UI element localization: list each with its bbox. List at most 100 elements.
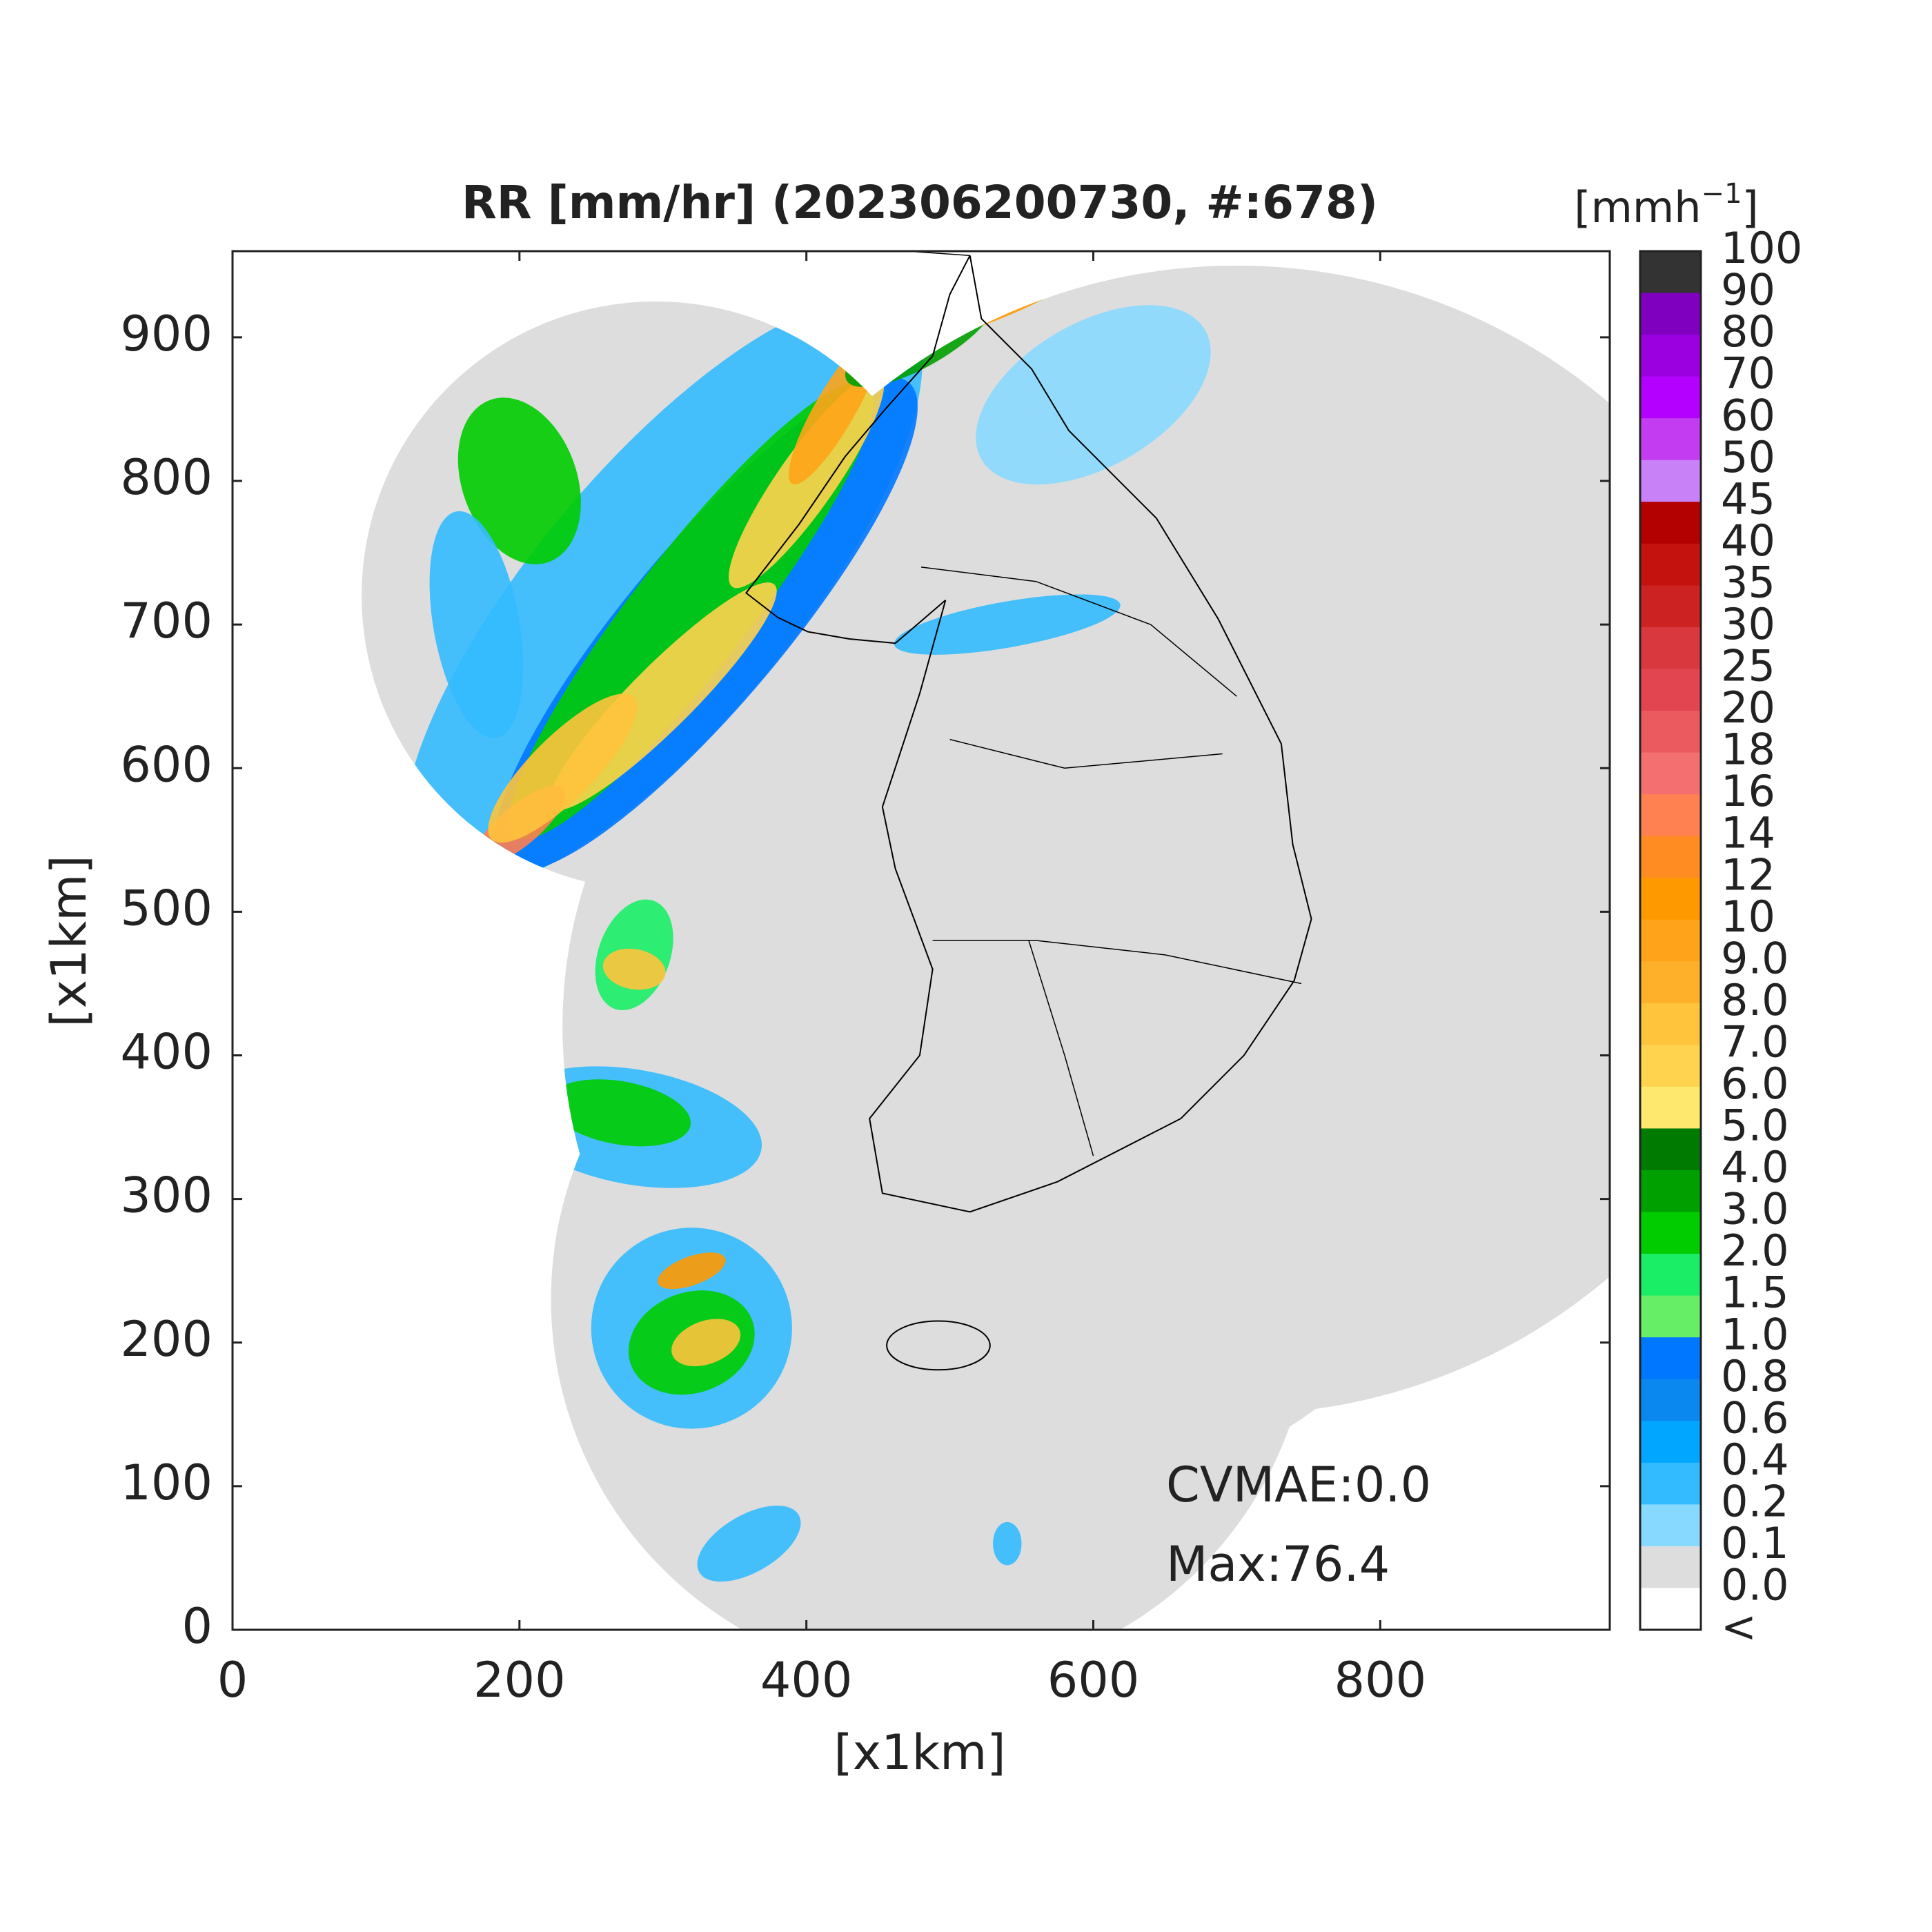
colorbar-label: 8.0 [1721,975,1789,1025]
colorbar-swatch [1640,1379,1701,1421]
colorbar-swatch [1640,418,1701,461]
title: RR [mm/hr] (202306200730, #:678) [462,176,1378,229]
colorbar-label: 9.0 [1721,933,1789,983]
colorbar-swatch [1640,376,1701,419]
y-tick-label: 600 [120,736,213,793]
colorbar-label: 1.0 [1721,1309,1789,1359]
colorbar-label: 25 [1721,641,1775,691]
colorbar-swatch [1640,543,1701,586]
colorbar-swatch [1640,961,1701,1004]
colorbar-swatch [1640,1462,1701,1505]
colorbar-swatch [1640,585,1701,628]
colorbar-swatch [1640,752,1701,795]
annotation: Max:76.4 [1166,1536,1390,1593]
colorbar-label: 16 [1721,766,1775,816]
y-tick-label: 700 [120,593,213,649]
colorbar-swatch [1640,878,1701,920]
annotation: CVMAE:0.0 [1166,1457,1431,1513]
colorbar-unit: [mmh−1] [1574,178,1758,233]
colorbar-swatch [1640,1254,1701,1297]
colorbar-label: 0.0 [1721,1560,1789,1610]
x-tick-label: 0 [217,1652,248,1708]
rain-cell [457,397,581,564]
y-tick-label: 500 [120,880,213,936]
rain-cell [429,511,524,738]
colorbar-label: 40 [1721,515,1775,566]
colorbar-swatch [1640,627,1701,669]
radar-coverage [362,265,1610,1630]
colorbar-label: 12 [1721,849,1775,900]
colorbar-label: 80 [1721,306,1775,357]
colorbar-swatch [1640,1504,1701,1547]
colorbar-label: 0.4 [1721,1435,1789,1485]
colorbar-swatch [1640,1588,1701,1630]
colorbar-label: 90 [1721,265,1775,315]
x-tick-label: 600 [1047,1652,1140,1708]
colorbar-swatch [1640,711,1701,753]
colorbar-swatch [1640,335,1701,377]
colorbar-swatch [1640,1546,1701,1588]
colorbar-swatch [1640,1128,1701,1171]
colorbar-label: 30 [1721,599,1775,649]
colorbar-label: 60 [1721,390,1775,440]
colorbar-label: 0.8 [1721,1351,1789,1401]
axes-frame [231,250,1611,1631]
unit-text: ] [1742,182,1759,233]
x-axis-label: [x1km] [834,1724,1005,1781]
colorbar-label: 4.0 [1721,1142,1789,1192]
colorbar-swatch [1640,1337,1701,1380]
colorbar-swatch [1640,460,1701,502]
colorbar-label: < [1721,1601,1757,1652]
ticks: 0 200 400 600 800 0 100 200 300 400 500 600 700 800 90… [120,251,1610,1708]
colorbar-label: 35 [1721,557,1775,607]
colorbar-label: 10 [1721,891,1775,942]
coastline [746,255,1311,1212]
colorbar-swatch [1640,919,1701,962]
jeju-island [887,1321,990,1370]
colorbar-label: 50 [1721,432,1775,482]
x-tick-label: 800 [1334,1652,1427,1708]
colorbar-swatch [1640,836,1701,878]
colorbar-label: 18 [1721,724,1775,775]
y-axis-label: [x1km] [41,855,97,1027]
rain-cell [602,948,666,990]
colorbar-swatch [1640,502,1701,544]
colorbar-label: 3.0 [1721,1184,1789,1234]
colorbar-swatch [1640,1170,1701,1213]
rain-cell [992,1521,1022,1566]
rain-cell [549,1079,691,1147]
rain-cell [697,1506,801,1582]
rain-cell [657,1252,726,1290]
colorbar-swatch [1640,1003,1701,1045]
colorbar-swatch [1640,1421,1701,1463]
colorbar-label: 70 [1721,348,1775,399]
colorbar-swatch [1640,1086,1701,1129]
colorbar-label: 7.0 [1721,1016,1789,1067]
colorbar-swatch [1640,293,1701,335]
unit-text: [mmh [1574,182,1701,233]
colorbar-label: 45 [1721,473,1775,524]
colorbar-swatch [1640,669,1701,711]
colorbar-swatch [1640,794,1701,837]
colorbar-label: 2.0 [1721,1225,1789,1276]
colorbar-swatch [1640,1212,1701,1254]
map-area [362,227,1610,1630]
colorbar: 100908070605045403530252018161412109.08.… [1639,223,1802,1652]
y-tick-label: 400 [120,1024,213,1081]
colorbar-label: 6.0 [1721,1058,1789,1109]
unit-exponent: −1 [1702,178,1742,210]
rain-field [403,270,1211,1582]
colorbar-frame [1639,250,1702,1631]
colorbar-label: 20 [1721,682,1775,733]
rain-cell [671,1319,741,1367]
colorbar-swatch [1640,1295,1701,1338]
x-tick-label: 400 [760,1652,853,1708]
colorbar-swatch [1640,1045,1701,1087]
province-border [907,251,1301,1156]
y-tick-label: 900 [120,306,213,362]
colorbar-swatch [1640,251,1701,294]
rain-cell [488,693,638,843]
x-tick-label: 200 [473,1652,566,1708]
y-tick-label: 200 [120,1311,213,1368]
